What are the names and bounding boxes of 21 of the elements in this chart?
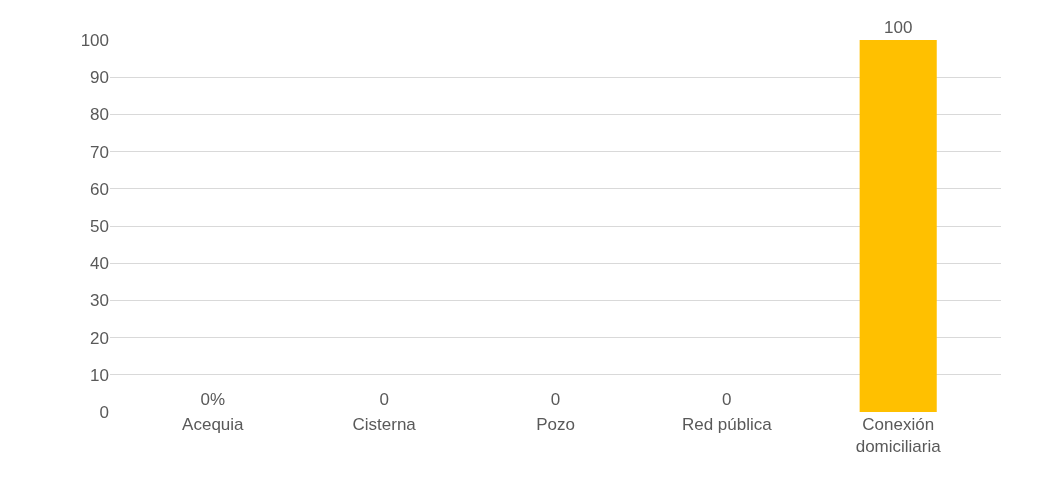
y-tick-label: 20 <box>90 328 109 348</box>
y-tick-label: 50 <box>90 216 109 236</box>
y-tick-label: 100 <box>80 30 109 50</box>
data-label: 0 <box>550 390 561 409</box>
data-label: 0% <box>200 390 226 409</box>
y-tick-label: 90 <box>90 68 109 88</box>
y-tick-label: 80 <box>90 105 109 125</box>
x-tick-label: Acequia <box>182 415 245 434</box>
x-tick-label: Conexión domiciliaria <box>855 415 942 457</box>
data-label: 100 <box>884 18 913 37</box>
x-tick-label: Cisterna <box>352 415 417 434</box>
x-tick-label: Red pública <box>681 415 773 434</box>
x-tick-label: Pozo <box>536 415 575 434</box>
y-tick-label: 70 <box>90 142 109 162</box>
y-tick-label: 60 <box>90 179 109 199</box>
y-tick-label: 10 <box>90 365 109 385</box>
data-label: 0 <box>379 390 389 409</box>
data-label: 0 <box>722 390 732 409</box>
y-tick-label: 0 <box>99 402 109 422</box>
y-tick-label: 40 <box>90 254 109 274</box>
y-tick-label: 30 <box>90 291 109 311</box>
